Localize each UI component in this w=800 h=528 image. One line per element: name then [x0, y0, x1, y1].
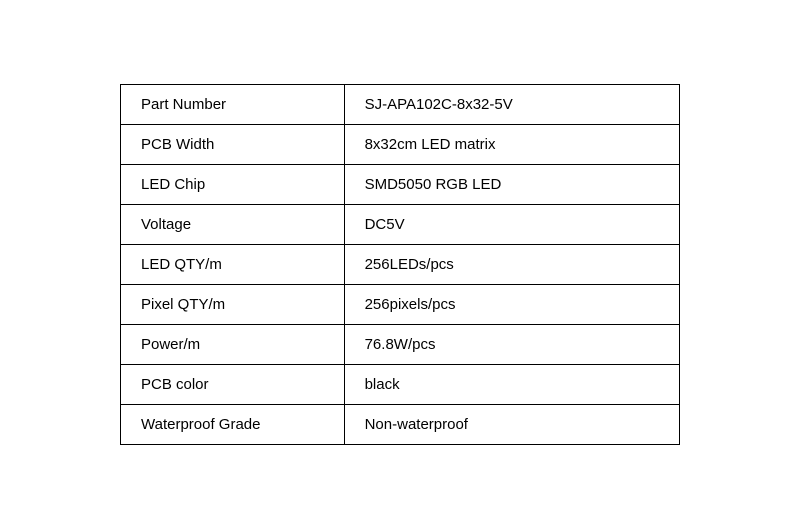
- spec-value: 8x32cm LED matrix: [344, 124, 679, 164]
- table-row: Power/m 76.8W/pcs: [121, 324, 680, 364]
- spec-value: Non-waterproof: [344, 404, 679, 444]
- spec-label: PCB Width: [121, 124, 345, 164]
- spec-value: 256LEDs/pcs: [344, 244, 679, 284]
- table-row: Part Number SJ-APA102C-8x32-5V: [121, 84, 680, 124]
- table-row: Pixel QTY/m 256pixels/pcs: [121, 284, 680, 324]
- table-row: LED QTY/m 256LEDs/pcs: [121, 244, 680, 284]
- table-row: LED Chip SMD5050 RGB LED: [121, 164, 680, 204]
- spec-label: Waterproof Grade: [121, 404, 345, 444]
- spec-label: Voltage: [121, 204, 345, 244]
- spec-label: Pixel QTY/m: [121, 284, 345, 324]
- spec-value: 76.8W/pcs: [344, 324, 679, 364]
- table-body: Part Number SJ-APA102C-8x32-5V PCB Width…: [121, 84, 680, 444]
- spec-value: 256pixels/pcs: [344, 284, 679, 324]
- spec-value: SJ-APA102C-8x32-5V: [344, 84, 679, 124]
- spec-value: SMD5050 RGB LED: [344, 164, 679, 204]
- spec-value: black: [344, 364, 679, 404]
- table-row: PCB color black: [121, 364, 680, 404]
- spec-label: Power/m: [121, 324, 345, 364]
- spec-label: Part Number: [121, 84, 345, 124]
- table-row: PCB Width 8x32cm LED matrix: [121, 124, 680, 164]
- spec-value: DC5V: [344, 204, 679, 244]
- spec-label: LED Chip: [121, 164, 345, 204]
- table-row: Voltage DC5V: [121, 204, 680, 244]
- spec-label: LED QTY/m: [121, 244, 345, 284]
- specification-table: Part Number SJ-APA102C-8x32-5V PCB Width…: [120, 84, 680, 445]
- spec-label: PCB color: [121, 364, 345, 404]
- table-row: Waterproof Grade Non-waterproof: [121, 404, 680, 444]
